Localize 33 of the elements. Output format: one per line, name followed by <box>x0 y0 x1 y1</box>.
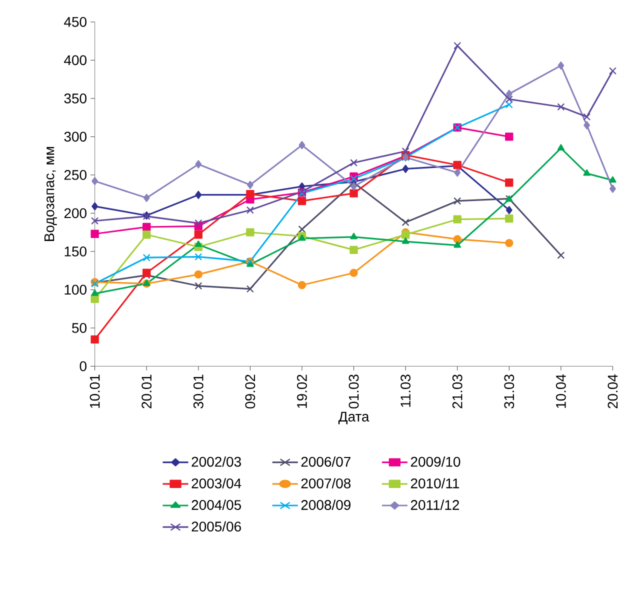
legend-label: 2006/07 <box>301 456 350 467</box>
y-tick-label: 300 <box>64 132 86 142</box>
legend-label: 2007/08 <box>301 478 351 488</box>
x-axis-title: Дата <box>338 412 370 424</box>
x-tick-label: 30.01 <box>193 374 204 409</box>
x-tick-label: 21.03 <box>452 374 462 408</box>
x-tick-label: 31.03 <box>504 374 514 409</box>
legend-label: 2009/10 <box>410 456 460 467</box>
x-tick-label: 01.03 <box>348 374 359 409</box>
legend-label: 2010/11 <box>410 478 460 488</box>
x-tick-label: 10.04 <box>556 374 566 408</box>
x-tick-label: 10.01 <box>90 374 100 408</box>
x-tick-label: 11.03 <box>400 374 411 407</box>
legend-label: 2008/09 <box>301 500 350 510</box>
y-tick-label: 200 <box>64 208 86 218</box>
y-tick-label: 350 <box>64 94 86 104</box>
x-tick-label: 09.02 <box>245 374 256 409</box>
y-tick-label: 250 <box>64 170 86 180</box>
legend-label: 2002/03 <box>192 456 241 467</box>
y-tick-label: 50 <box>72 323 86 334</box>
y-tick-label: 150 <box>64 246 86 257</box>
y-axis-title: Водозапас, мм <box>44 147 57 242</box>
y-tick-label: 450 <box>64 17 86 28</box>
legend-label: 2005/06 <box>192 521 241 532</box>
y-tick-label: 100 <box>64 284 86 295</box>
x-tick-label: 20.01 <box>142 374 152 408</box>
legend-label: 2004/05 <box>192 500 241 510</box>
legend-label: 2011/12 <box>410 500 460 510</box>
y-tick-label: 0 <box>80 361 86 372</box>
y-tick-label: 400 <box>64 55 86 66</box>
legend-label: 2003/04 <box>192 478 242 488</box>
x-tick-label: 19.02 <box>297 374 307 408</box>
x-tick-label: 20.04 <box>608 374 618 408</box>
